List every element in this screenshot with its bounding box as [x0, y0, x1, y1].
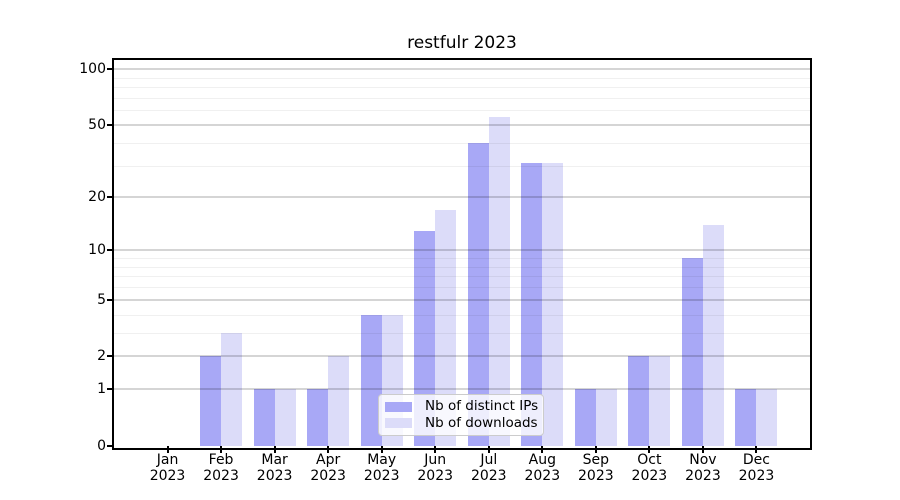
- y-tick-label-100: 100: [79, 61, 106, 78]
- bar-dec-2023-distinct-ips: [735, 389, 757, 446]
- bar-oct-2023-downloads: [649, 356, 671, 446]
- bar-jun-2023-downloads: [435, 210, 457, 446]
- x-tick-label-feb: Feb 2023: [203, 452, 239, 484]
- y-tick-label-50: 50: [88, 116, 106, 133]
- legend-swatch-distinct-ips-icon: [385, 401, 412, 412]
- legend-label-distinct-ips: Nb of distinct IPs: [425, 398, 539, 415]
- legend-swatch-downloads-icon: [385, 418, 412, 429]
- y-tick-mark-50: [107, 123, 113, 126]
- bar-oct-2023-distinct-ips: [628, 356, 650, 446]
- x-tick-label-dec: Dec 2023: [738, 452, 775, 484]
- y-gridline-major-50: [114, 123, 810, 126]
- y-gridline-major-10: [114, 249, 810, 252]
- x-tick-label-mar: Mar 2023: [256, 452, 293, 484]
- bar-sep-2023-downloads: [595, 389, 617, 446]
- y-gridline-major-5: [114, 298, 810, 301]
- x-tick-label-oct: Oct 2023: [631, 452, 668, 484]
- y-gridline-major-100: [114, 68, 810, 71]
- y-gridline-minor-30: [114, 165, 810, 167]
- y-gridline-major-20: [114, 196, 810, 199]
- y-gridline-minor-80: [114, 87, 810, 89]
- bar-may-2023-distinct-ips: [360, 314, 382, 446]
- x-tick-label-jun: Jun 2023: [417, 452, 454, 484]
- y-tick-label-1: 1: [97, 381, 106, 398]
- y-tick-label-0: 0: [97, 438, 106, 454]
- y-tick-label-20: 20: [88, 189, 106, 206]
- x-tick-label-sep: Sep 2023: [578, 452, 614, 484]
- bar-dec-2023-downloads: [756, 389, 778, 446]
- x-tick-label-aug: Aug 2023: [524, 452, 561, 484]
- y-gridline-minor-9: [114, 258, 810, 259]
- y-tick-mark-100: [107, 68, 113, 71]
- y-tick-mark-0: [107, 445, 113, 447]
- legend-label-downloads: Nb of downloads: [425, 414, 538, 431]
- y-gridline-major-1: [114, 388, 810, 391]
- bar-jun-2023-distinct-ips: [414, 230, 436, 446]
- y-tick-mark-20: [107, 196, 113, 199]
- y-gridline-minor-7: [114, 276, 810, 278]
- y-gridline-minor-40: [114, 142, 810, 144]
- y-tick-label-2: 2: [97, 348, 106, 365]
- y-gridline-minor-6: [114, 287, 810, 289]
- chart-title: restfulr 2023: [407, 33, 517, 53]
- y-tick-label-5: 5: [97, 291, 106, 308]
- y-tick-mark-1: [107, 388, 113, 391]
- bar-apr-2023-distinct-ips: [307, 389, 329, 446]
- bar-apr-2023-downloads: [328, 356, 350, 446]
- bar-jul-2023-downloads: [488, 117, 510, 446]
- x-tick-label-jan: Jan 2023: [149, 452, 186, 484]
- y-gridline-minor-70: [114, 97, 810, 99]
- bar-mar-2023-downloads: [274, 389, 296, 446]
- x-tick-label-nov: Nov 2023: [685, 452, 721, 484]
- bar-nov-2023-downloads: [702, 224, 724, 446]
- y-gridline-minor-4: [114, 314, 810, 316]
- bar-aug-2023-distinct-ips: [521, 163, 543, 446]
- y-tick-mark-5: [107, 298, 113, 301]
- y-gridline-minor-8: [114, 266, 810, 268]
- x-tick-label-jul: Jul 2023: [470, 452, 507, 484]
- y-gridline-minor-90: [114, 77, 810, 79]
- bar-jul-2023-distinct-ips: [467, 142, 489, 446]
- y-tick-mark-2: [107, 355, 113, 358]
- y-tick-label-10: 10: [88, 242, 106, 259]
- legend-row-distinct-ips: Nb of distinct IPs: [385, 399, 538, 414]
- bar-mar-2023-distinct-ips: [253, 389, 275, 446]
- x-tick-label-apr: Apr 2023: [310, 452, 346, 484]
- y-gridline-minor-60: [114, 110, 810, 112]
- y-gridline-minor-3: [114, 332, 810, 334]
- bar-aug-2023-downloads: [542, 163, 564, 446]
- bar-feb-2023-distinct-ips: [200, 356, 222, 446]
- bar-nov-2023-distinct-ips: [681, 258, 703, 446]
- x-tick-label-may: May 2023: [363, 452, 400, 484]
- y-tick-mark-10: [107, 249, 113, 252]
- bar-sep-2023-distinct-ips: [574, 389, 596, 446]
- bar-feb-2023-downloads: [221, 332, 243, 446]
- legend: Nb of distinct IPs Nb of downloads: [378, 394, 544, 436]
- y-gridline-major-2: [114, 355, 810, 358]
- legend-row-downloads: Nb of downloads: [385, 415, 538, 431]
